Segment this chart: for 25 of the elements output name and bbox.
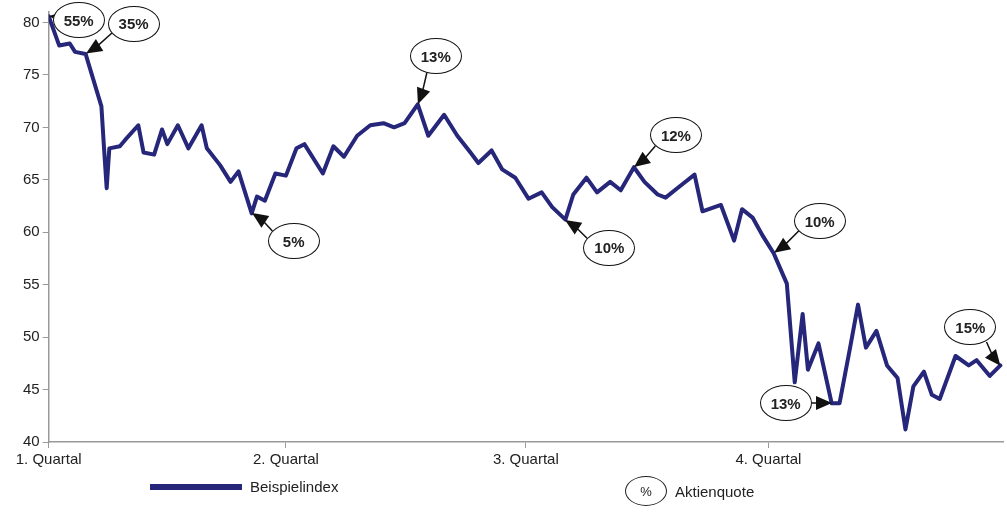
text: Aktienquote <box>675 482 755 500</box>
text: % <box>625 476 667 506</box>
callout-bubble: 10% <box>793 203 846 240</box>
y-tick-label: 65 <box>23 169 40 187</box>
y-tick-label: 45 <box>23 379 40 397</box>
y-tick-label: 60 <box>23 222 40 240</box>
text: Beispielindex <box>250 478 339 495</box>
callout-bubble: 55% <box>52 2 105 38</box>
x-tick-label: 1. Quartal <box>15 450 82 468</box>
y-tick-label: 55 <box>23 274 40 292</box>
x-tick-label: 2. Quartal <box>253 450 319 468</box>
y-tick-label: 40 <box>23 432 40 450</box>
callout-bubble: 12% <box>649 117 702 154</box>
callout-bubble: 35% <box>107 5 160 42</box>
y-tick-label: 70 <box>23 117 40 135</box>
callout-bubble: 15% <box>944 309 997 346</box>
x-tick-label: 4. Quartal <box>735 450 802 468</box>
callout-bubble: 13% <box>759 385 812 422</box>
y-tick-label: 80 <box>23 12 40 30</box>
callout-bubble: 13% <box>409 38 462 75</box>
callout-bubble: 5% <box>267 223 320 260</box>
x-tick-label: 3. Quartal <box>492 450 559 468</box>
y-tick-label: 50 <box>23 327 40 345</box>
y-tick-label: 75 <box>23 65 40 83</box>
callout-bubble: 10% <box>583 229 636 266</box>
